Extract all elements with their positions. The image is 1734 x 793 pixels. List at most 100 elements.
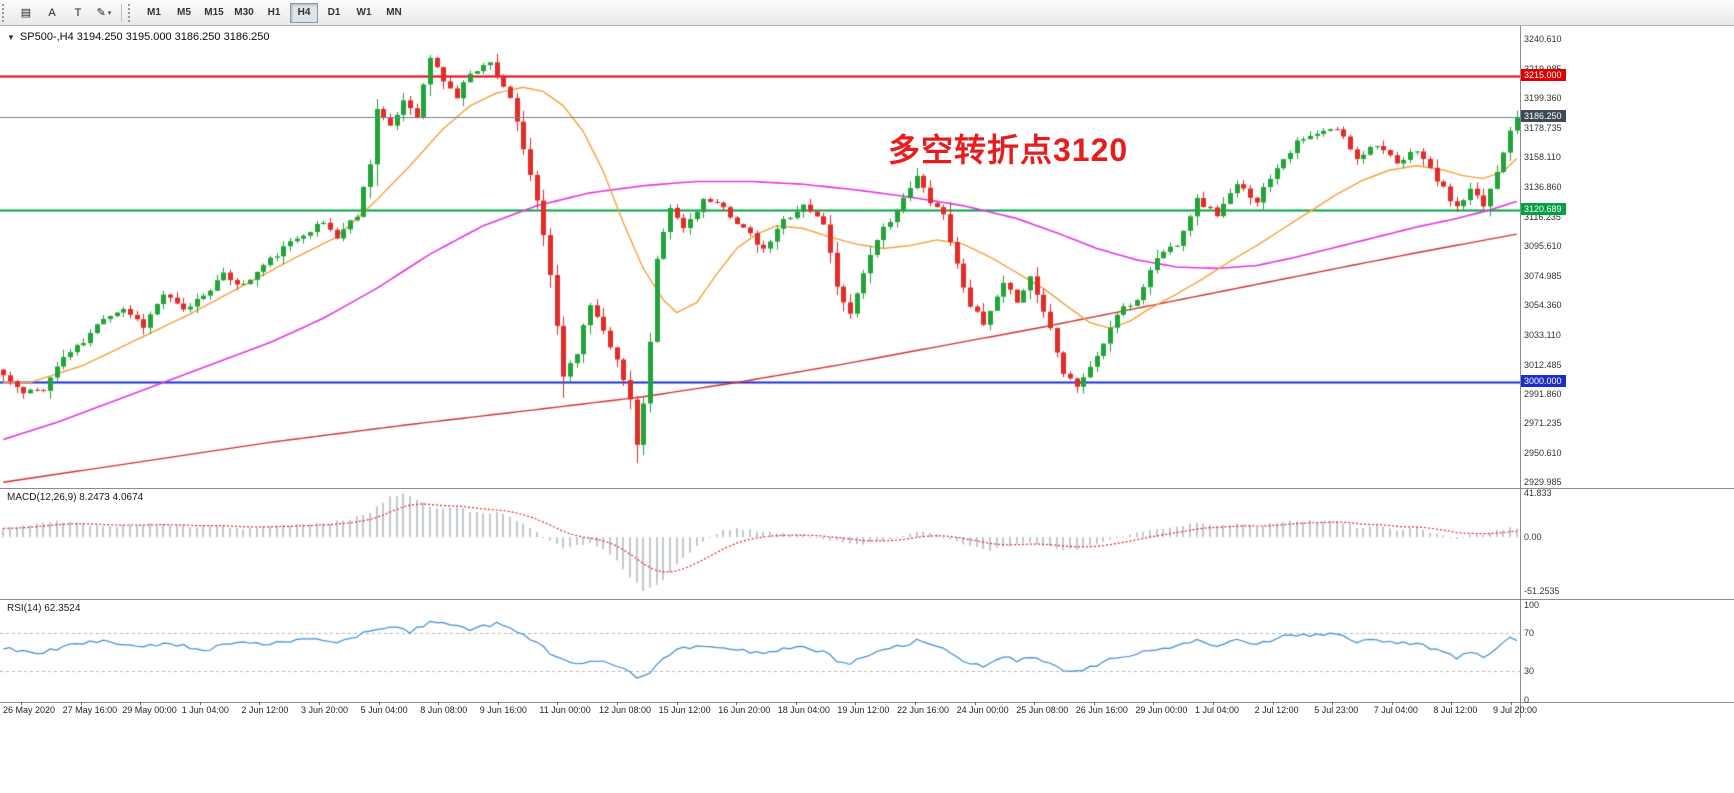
- time-axis-tick: [617, 702, 618, 705]
- time-axis-label: 9 Jun 16:00: [479, 705, 527, 715]
- price-axis-label: 3240.610: [1524, 34, 1562, 45]
- toolbar: ▤ A T ✎ ▾ M1 M5 M15 M30 H1 H4 D1 W1 MN: [0, 0, 1734, 26]
- rsi-indicator-label: RSI(14) 62.3524: [7, 603, 81, 614]
- time-axis-label: 1 Jul 04:00: [1195, 705, 1240, 715]
- price-axis-label: 2991.860: [1524, 389, 1562, 400]
- price-level-tag: 3120.689: [1521, 203, 1566, 216]
- price-axis-label: 2971.235: [1524, 418, 1562, 429]
- time-axis-label: 25 Jun 08:00: [1016, 705, 1069, 715]
- crayon-icon: ✎: [96, 7, 106, 19]
- price-axis-label: 3116.235: [1524, 211, 1561, 222]
- macd-axis-label: 41.833: [1524, 488, 1552, 499]
- time-axis-tick: [1273, 702, 1274, 705]
- time-axis-label: 12 Jun 08:00: [599, 705, 652, 715]
- timeframe-button-mn[interactable]: MN: [380, 3, 408, 23]
- price-axis-label: 3178.735: [1524, 122, 1562, 133]
- price-axis-label: 3095.610: [1524, 241, 1562, 252]
- time-axis-tick: [915, 702, 916, 705]
- time-axis-label: 7 Jul 04:00: [1373, 705, 1418, 715]
- timeframe-button-m30[interactable]: M30: [230, 3, 258, 23]
- price-axis-label: 3219.985: [1524, 64, 1562, 74]
- panel-separator-rsi[interactable]: [0, 599, 1734, 600]
- rsi-panel-canvas[interactable]: [0, 600, 1520, 702]
- macd-indicator-label: MACD(12,26,9) 8.2473 4.0674: [7, 492, 144, 503]
- time-axis-tick: [379, 702, 380, 705]
- time-axis-tick: [140, 702, 141, 705]
- price-axis-label: 3199.360: [1524, 93, 1562, 104]
- timeframe-button-m1[interactable]: M1: [140, 3, 168, 23]
- timeframe-toolbar-drag-handle-icon[interactable]: [128, 3, 136, 22]
- timeframe-toolbar: M1 M5 M15 M30 H1 H4 D1 W1 MN: [139, 2, 409, 23]
- rsi-axis-label: 70: [1524, 628, 1535, 639]
- time-axis-label: 18 Jun 04:00: [777, 705, 830, 715]
- timeframe-button-d1[interactable]: D1: [320, 3, 348, 23]
- price-chart-canvas[interactable]: [0, 26, 1520, 488]
- time-axis-label: 26 Jun 16:00: [1075, 705, 1128, 715]
- price-axis-label: 3136.860: [1524, 182, 1562, 193]
- price-axis-label: 3012.485: [1524, 359, 1562, 370]
- time-axis-label: 2 Jun 12:00: [241, 705, 289, 715]
- time-axis-label: 29 May 00:00: [122, 705, 177, 715]
- time-axis-tick: [1213, 702, 1214, 705]
- timeframe-button-m15[interactable]: M15: [200, 3, 228, 23]
- time-axis-label: 9 Jul 20:00: [1493, 705, 1538, 715]
- time-axis-tick: [677, 702, 678, 705]
- time-axis: 26 May 2020 27 May 16:00 29 May 00:00 1 Jun…: [0, 702, 1734, 720]
- time-axis-tick: [736, 702, 737, 705]
- price-level-tag: 3000.000: [1521, 375, 1566, 388]
- price-axis-label: 3158.110: [1524, 152, 1561, 163]
- time-axis-label: 24 Jun 00:00: [956, 705, 1009, 715]
- crayon-button[interactable]: ✎ ▾: [92, 3, 116, 23]
- price-axis-label: 3054.360: [1524, 299, 1562, 310]
- time-axis-label: 26 May 2020: [3, 705, 56, 715]
- time-axis-tick: [1392, 702, 1393, 705]
- panel-separator-macd[interactable]: [0, 488, 1734, 489]
- time-axis-tick: [796, 702, 797, 705]
- time-axis-tick: [1094, 702, 1095, 705]
- time-axis-tick: [81, 702, 82, 705]
- macd-axis-label: -51.2535: [1524, 585, 1560, 596]
- toolbar-separator: [121, 3, 122, 22]
- timeframe-button-w1[interactable]: W1: [350, 3, 378, 23]
- bid-price-tag: 3186.250: [1521, 109, 1566, 122]
- cursor-a-button[interactable]: A: [40, 3, 64, 23]
- toolbar-drag-handle-icon[interactable]: [2, 3, 10, 22]
- text-tool-button[interactable]: T: [66, 3, 90, 23]
- price-axis-border: [1520, 26, 1521, 718]
- time-axis-tick: [438, 702, 439, 705]
- price-axis-label: 3074.985: [1524, 270, 1562, 281]
- time-axis-tick: [1153, 702, 1154, 705]
- time-axis-tick: [319, 702, 320, 705]
- macd-panel-canvas[interactable]: [0, 489, 1520, 599]
- time-axis-label: 15 Jun 12:00: [658, 705, 711, 715]
- chart-collapse-icon[interactable]: ▼: [7, 33, 15, 42]
- time-axis-tick: [975, 702, 976, 705]
- time-axis-label: 27 May 16:00: [62, 705, 118, 715]
- charts-grid-button[interactable]: ▤: [14, 3, 38, 23]
- timeframe-button-h4[interactable]: H4: [290, 2, 318, 23]
- time-axis-label: 8 Jun 08:00: [420, 705, 468, 715]
- time-axis-label: 19 Jun 12:00: [837, 705, 890, 715]
- time-axis-tick: [1451, 702, 1452, 705]
- time-axis-label: 2 Jul 12:00: [1254, 705, 1299, 715]
- time-axis-label: 5 Jul 23:00: [1314, 705, 1359, 715]
- time-axis-tick: [855, 702, 856, 705]
- time-axis-tick: [557, 702, 558, 705]
- rsi-axis-label: 100: [1524, 599, 1540, 610]
- symbol-ohlc-text: SP500-,H4 3194.250 3195.000 3186.250 318…: [19, 31, 270, 43]
- time-axis-tick: [498, 702, 499, 705]
- time-axis-label: 3 Jun 20:00: [301, 705, 349, 715]
- price-axis-label: 2950.610: [1524, 447, 1562, 458]
- timeframe-button-m5[interactable]: M5: [170, 3, 198, 23]
- macd-axis-label: 0.00: [1524, 532, 1542, 543]
- rsi-axis-label: 30: [1524, 666, 1535, 677]
- time-axis-label: 1 Jun 04:00: [181, 705, 229, 715]
- time-axis-tick: [200, 702, 201, 705]
- timeframe-button-h1[interactable]: H1: [260, 3, 288, 23]
- chevron-down-icon: ▾: [107, 9, 112, 17]
- time-axis-label: 22 Jun 16:00: [897, 705, 950, 715]
- price-axis-label: 2929.985: [1524, 477, 1562, 488]
- time-axis-label: 11 Jun 00:00: [539, 705, 591, 715]
- price-level-tag: 3215.000: [1521, 68, 1566, 81]
